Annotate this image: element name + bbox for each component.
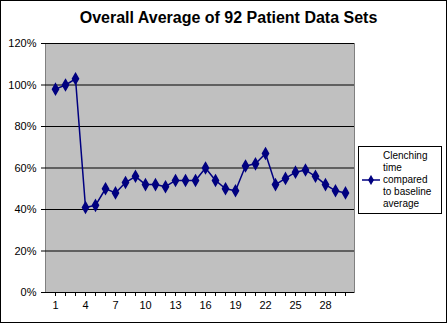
svg-text:7: 7 [112,299,118,311]
svg-text:25: 25 [289,299,301,311]
html-text:Clenching time compared to bas: Clenching time compared to baseline aver… [383,150,432,209]
svg-text:19: 19 [229,299,241,311]
svg-text:13: 13 [169,299,181,311]
svg-text:4: 4 [82,299,88,311]
svg-text:28: 28 [319,299,331,311]
svg-text:16: 16 [199,299,211,311]
svg-text:120%: 120% [8,37,36,49]
svg-text:0%: 0% [21,286,37,298]
svg-text:1: 1 [52,299,58,311]
svg-text:100%: 100% [8,79,36,91]
svg-text:10: 10 [139,299,151,311]
svg-text:40%: 40% [14,203,36,215]
svg-text:80%: 80% [14,120,36,132]
svg-text:22: 22 [259,299,271,311]
html-text:Overall Average of 92 Patient: Overall Average of 92 Patient Data Sets [79,9,378,26]
svg-text:60%: 60% [14,162,36,174]
svg-text:20%: 20% [14,245,36,257]
